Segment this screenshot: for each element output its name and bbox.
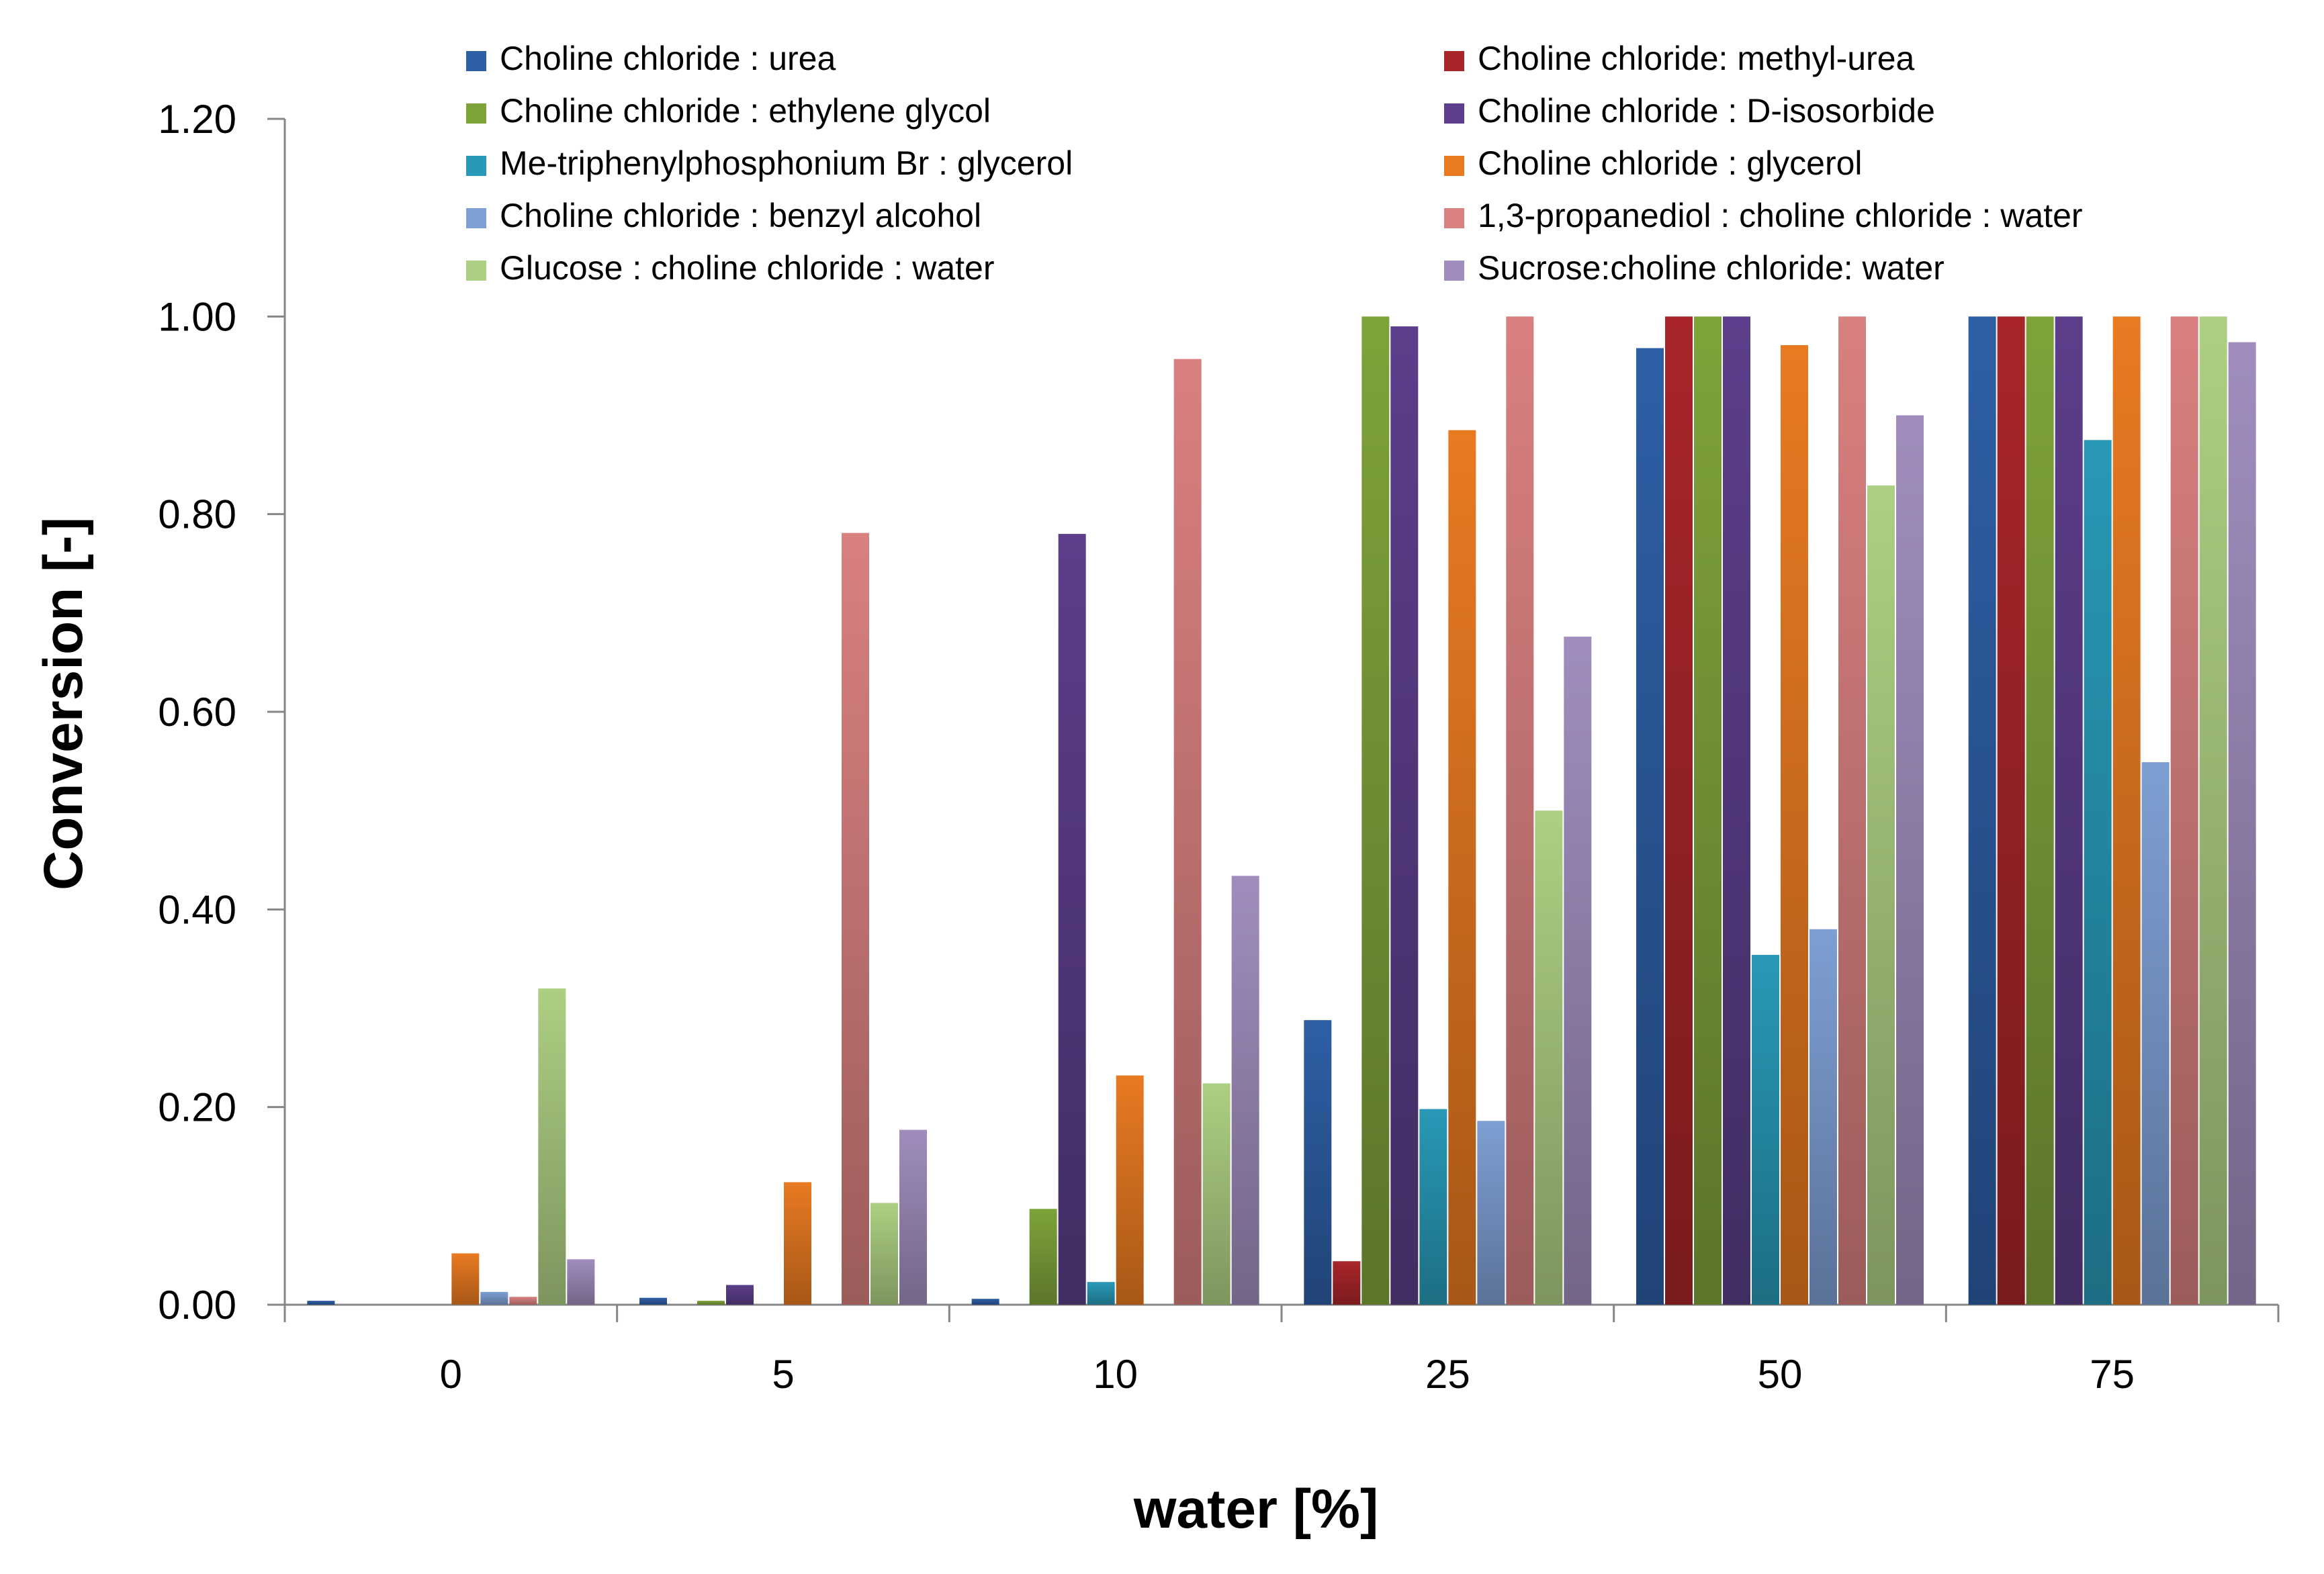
legend-label: Choline chloride : D-isosorbide — [1478, 92, 1935, 130]
legend-swatch — [1444, 103, 1464, 124]
bar — [1694, 316, 1722, 1305]
bar — [451, 1253, 480, 1305]
bar — [842, 533, 869, 1305]
legend-label: Choline chloride : ethylene glycol — [500, 92, 991, 130]
bar — [2170, 316, 2198, 1305]
bar — [2228, 342, 2256, 1305]
legend-swatch — [1444, 208, 1464, 228]
bars — [307, 316, 2256, 1305]
x-tick-label: 10 — [1093, 1352, 1138, 1397]
legend-label: Choline chloride : glycerol — [1478, 144, 1863, 182]
bar — [697, 1301, 725, 1305]
bar — [1564, 637, 1592, 1305]
bar — [726, 1285, 754, 1305]
legend-swatch — [1444, 51, 1464, 71]
bar — [538, 988, 566, 1305]
axes: 0.00 0.20 0.40 0.60 0.80 1.00 1.20 0 5 10 25 50 75 — [158, 97, 2280, 1397]
y-tick-label: 0.80 — [158, 492, 236, 537]
bar — [870, 1203, 898, 1305]
bar — [1535, 811, 1563, 1305]
bar — [1231, 876, 1259, 1305]
bar — [1419, 1109, 1447, 1305]
bar — [1029, 1209, 1057, 1305]
y-axis-title: Conversion [-] — [33, 517, 94, 890]
bar — [1997, 316, 2025, 1305]
x-tick-label: 50 — [1758, 1352, 1803, 1397]
bar — [1867, 485, 1895, 1305]
bar — [1202, 1083, 1231, 1305]
y-tick-label: 0.60 — [158, 690, 236, 735]
bar — [567, 1259, 595, 1305]
bar — [1781, 345, 1808, 1305]
x-tick-label: 75 — [2090, 1352, 2135, 1397]
bar — [2112, 316, 2141, 1305]
y-tick-label: 1.20 — [158, 97, 236, 142]
bar — [1361, 316, 1390, 1305]
legend-label: Me-triphenylphosphonium Br : glycerol — [500, 144, 1073, 182]
legend-swatch — [466, 156, 486, 176]
bar — [1838, 316, 1866, 1305]
bar — [1665, 316, 1693, 1305]
bar — [1477, 1121, 1505, 1305]
bar — [1752, 955, 1779, 1305]
bar — [1448, 430, 1476, 1305]
legend-swatch — [466, 208, 486, 228]
bar — [1173, 359, 1202, 1305]
bar — [2084, 440, 2112, 1305]
bar — [1723, 316, 1750, 1305]
bar — [2199, 316, 2227, 1305]
y-tick-label: 0.20 — [158, 1085, 236, 1130]
legend-swatch — [1444, 156, 1464, 176]
legend-swatch — [1444, 261, 1464, 281]
bar — [784, 1182, 811, 1305]
y-tick-label: 1.00 — [158, 294, 236, 339]
legend-swatch — [466, 51, 486, 71]
bar — [1809, 929, 1837, 1305]
bar — [1506, 316, 1534, 1305]
bar — [1896, 415, 1924, 1305]
bar — [639, 1297, 667, 1305]
bar — [509, 1297, 537, 1305]
legend-label: Choline chloride : urea — [500, 40, 836, 77]
bar — [1087, 1282, 1115, 1305]
bar — [1333, 1261, 1361, 1305]
y-tick-label: 0.40 — [158, 887, 236, 932]
x-tick-label: 5 — [772, 1352, 794, 1397]
x-tick-label: 0 — [440, 1352, 462, 1397]
x-axis-title: water [%] — [1133, 1479, 1379, 1540]
bar — [307, 1301, 335, 1305]
legend-label: Choline chloride : benzyl alcohol — [500, 197, 981, 234]
legend-label: Sucrose:choline chloride: water — [1478, 249, 1945, 287]
x-tick-label: 25 — [1425, 1352, 1470, 1397]
bar — [2026, 316, 2054, 1305]
legend-label: 1,3-propanediol : choline chloride : wat… — [1478, 197, 2083, 234]
legend-label: Choline chloride: methyl-urea — [1478, 40, 1915, 77]
bar — [899, 1129, 927, 1305]
legend-swatch — [466, 261, 486, 281]
bar — [1058, 534, 1086, 1305]
bar — [1636, 348, 1664, 1305]
bar — [1116, 1075, 1144, 1305]
legend: Choline chloride : urea Choline chloride… — [466, 40, 2083, 287]
bar — [480, 1291, 508, 1305]
bar — [2055, 316, 2083, 1305]
bar — [971, 1299, 999, 1305]
bar — [1968, 316, 1996, 1305]
y-tick-label: 0.00 — [158, 1283, 236, 1328]
bar — [1304, 1020, 1332, 1305]
legend-swatch — [466, 103, 486, 124]
legend-label: Glucose : choline chloride : water — [500, 249, 994, 287]
bar — [1390, 326, 1419, 1305]
bar — [2141, 762, 2170, 1305]
